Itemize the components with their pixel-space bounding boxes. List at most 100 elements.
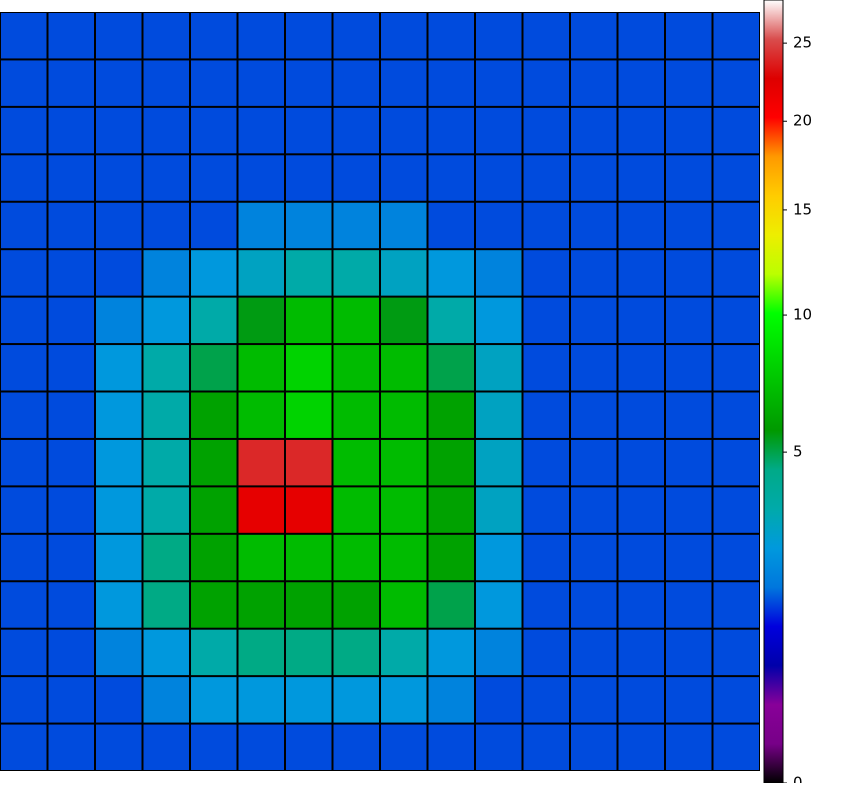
heatmap-cell bbox=[666, 297, 712, 344]
heatmap-cell bbox=[96, 534, 142, 581]
heatmap-cell bbox=[96, 582, 142, 628]
heatmap-cell bbox=[381, 487, 427, 533]
heatmap-cell bbox=[571, 582, 617, 628]
heatmap-cell bbox=[381, 392, 427, 438]
heatmap-cell bbox=[666, 60, 712, 106]
heatmap-cell bbox=[1, 677, 47, 723]
heatmap-cell bbox=[381, 534, 427, 581]
heatmap-cell bbox=[428, 724, 474, 770]
heatmap-cell bbox=[428, 582, 474, 628]
heatmap-cell bbox=[571, 60, 617, 106]
heatmap-cell bbox=[96, 155, 142, 201]
heatmap-cell bbox=[476, 724, 522, 770]
heatmap-cell bbox=[1, 534, 47, 581]
heatmap-cell bbox=[523, 677, 569, 723]
heatmap-cell bbox=[571, 677, 617, 723]
heatmap-cell bbox=[48, 629, 94, 676]
heatmap-cell bbox=[48, 13, 94, 59]
heatmap-cell bbox=[428, 155, 474, 201]
heatmap-cell bbox=[476, 297, 522, 344]
heatmap-cell bbox=[48, 487, 94, 533]
heatmap-cell bbox=[666, 629, 712, 676]
heatmap-cell bbox=[238, 297, 284, 344]
heatmap-cell bbox=[333, 724, 379, 770]
heatmap-cell bbox=[286, 439, 332, 486]
heatmap-cell bbox=[238, 534, 284, 581]
heatmap-cell bbox=[238, 107, 284, 154]
heatmap-cell bbox=[286, 677, 332, 723]
heatmap-cell bbox=[571, 534, 617, 581]
heatmap-cell bbox=[713, 60, 759, 106]
heatmap-cell bbox=[333, 487, 379, 533]
heatmap-cell bbox=[48, 724, 94, 770]
heatmap-cell bbox=[428, 534, 474, 581]
heatmap-cell bbox=[286, 155, 332, 201]
heatmap-cell bbox=[618, 345, 664, 391]
heatmap-cell bbox=[713, 392, 759, 438]
heatmap-cell bbox=[476, 107, 522, 154]
heatmap-cell bbox=[666, 155, 712, 201]
heatmap-cell bbox=[238, 250, 284, 296]
heatmap-cell bbox=[713, 439, 759, 486]
heatmap-cell bbox=[143, 534, 189, 581]
heatmap-cell bbox=[666, 487, 712, 533]
heatmap-cell bbox=[523, 345, 569, 391]
heatmap-cell bbox=[523, 724, 569, 770]
heatmap-cell bbox=[238, 487, 284, 533]
heatmap-cell bbox=[428, 629, 474, 676]
heatmap-cell bbox=[1, 107, 47, 154]
heatmap-cell bbox=[1, 629, 47, 676]
heatmap-cell bbox=[143, 155, 189, 201]
heatmap-cell bbox=[143, 392, 189, 438]
heatmap-cell bbox=[571, 107, 617, 154]
heatmap-cell bbox=[1, 392, 47, 438]
colorbar-tick-label: 15 bbox=[793, 200, 812, 218]
heatmap-cell bbox=[1, 297, 47, 344]
colorbar bbox=[763, 0, 784, 784]
heatmap-cell bbox=[523, 250, 569, 296]
heatmap-cell bbox=[286, 487, 332, 533]
heatmap-cell bbox=[333, 582, 379, 628]
heatmap-cell bbox=[571, 202, 617, 249]
heatmap-cell bbox=[96, 439, 142, 486]
heatmap-cell bbox=[96, 487, 142, 533]
heatmap-cell bbox=[238, 724, 284, 770]
heatmap-cell bbox=[333, 250, 379, 296]
heatmap-cell bbox=[428, 250, 474, 296]
colorbar-tick-label: 10 bbox=[793, 306, 812, 324]
heatmap-cell bbox=[476, 155, 522, 201]
heatmap-cell bbox=[286, 534, 332, 581]
heatmap-cell bbox=[143, 582, 189, 628]
heatmap-cell bbox=[238, 60, 284, 106]
heatmap-cell bbox=[428, 202, 474, 249]
heatmap-cell bbox=[428, 677, 474, 723]
heatmap-cell bbox=[523, 629, 569, 676]
heatmap-cell bbox=[96, 107, 142, 154]
heatmap-cell bbox=[476, 60, 522, 106]
heatmap-cell bbox=[48, 155, 94, 201]
heatmap-cell bbox=[96, 724, 142, 770]
heatmap-cell bbox=[381, 582, 427, 628]
heatmap-cell bbox=[381, 250, 427, 296]
heatmap-cell bbox=[476, 439, 522, 486]
heatmap-cell bbox=[381, 155, 427, 201]
heatmap-cell bbox=[238, 439, 284, 486]
heatmap-cell bbox=[1, 155, 47, 201]
heatmap-cell bbox=[238, 582, 284, 628]
heatmap-cell bbox=[476, 202, 522, 249]
heatmap-cell bbox=[1, 345, 47, 391]
heatmap-cell bbox=[1, 202, 47, 249]
heatmap-cell bbox=[428, 439, 474, 486]
heatmap-cell bbox=[96, 629, 142, 676]
heatmap-cell bbox=[523, 155, 569, 201]
heatmap-cell bbox=[333, 297, 379, 344]
heatmap-cell bbox=[48, 345, 94, 391]
heatmap-cell bbox=[428, 13, 474, 59]
heatmap-cell bbox=[713, 724, 759, 770]
heatmap-cell bbox=[381, 724, 427, 770]
heatmap-cell bbox=[571, 297, 617, 344]
heatmap-cell bbox=[1, 724, 47, 770]
heatmap-cell bbox=[191, 202, 237, 249]
heatmap-cell bbox=[571, 155, 617, 201]
